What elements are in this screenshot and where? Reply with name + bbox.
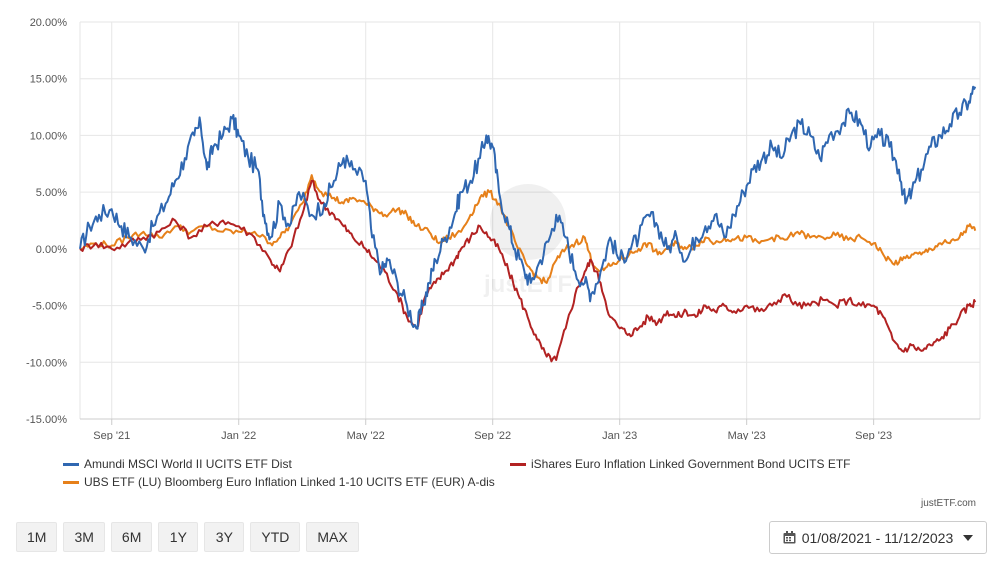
x-tick-label: Jan '23 (602, 430, 637, 440)
x-axis: Sep '21 Jan '22 May '22 Sep '22 Jan '23 May '… (93, 419, 892, 440)
y-tick-label: 10.00% (30, 130, 68, 142)
series-line-0 (79, 85, 977, 330)
range-button-group: 1M 3M 6M 1Y 3Y YTD MAX (16, 522, 359, 552)
x-tick-label: Jan '22 (221, 430, 256, 440)
range-button-3m[interactable]: 3M (63, 522, 105, 552)
y-tick-label: -5.00% (32, 301, 67, 313)
y-axis: 20.00% 15.00% 10.00% 5.00% 0.00% -5.00% -10.00… (26, 17, 67, 426)
x-tick-label: Sep '22 (474, 430, 511, 440)
range-button-1m[interactable]: 1M (16, 522, 58, 552)
range-button-1y[interactable]: 1Y (158, 522, 199, 552)
date-range-picker[interactable]: 01/08/2021 - 11/12/2023 (769, 521, 987, 554)
legend-swatch-ubs (63, 480, 79, 484)
range-button-3y[interactable]: 3Y (204, 522, 245, 552)
y-tick-label: -10.00% (26, 357, 67, 369)
legend-label-ishares: iShares Euro Inflation Linked Government… (531, 457, 851, 471)
y-tick-label: 5.00% (36, 187, 67, 199)
range-button-ytd[interactable]: YTD (250, 522, 301, 552)
legend-item-amundi[interactable]: Amundi MSCI World II UCITS ETF Dist (63, 457, 292, 471)
caret-down-icon (963, 534, 974, 541)
credit-link[interactable]: justETF.com (920, 498, 976, 509)
series-line-2 (80, 174, 977, 285)
range-button-6m[interactable]: 6M (110, 522, 153, 552)
legend-label-amundi: Amundi MSCI World II UCITS ETF Dist (84, 457, 292, 471)
legend-swatch-ishares (510, 462, 526, 466)
x-tick-label: May '23 (728, 430, 766, 440)
performance-chart: justETF 20.00%15.00%10.00%5.00%0.00%-5.0… (26, 17, 981, 440)
y-tick-label: -15.00% (26, 414, 67, 426)
y-tick-label: 20.00% (30, 17, 68, 29)
x-tick-label: Sep '23 (855, 430, 892, 440)
legend-label-ubs: UBS ETF (LU) Bloomberg Euro Inflation Li… (84, 475, 495, 489)
series-line-1 (79, 179, 977, 363)
legend-item-ubs[interactable]: UBS ETF (LU) Bloomberg Euro Inflation Li… (63, 475, 495, 489)
y-tick-label: 15.00% (30, 74, 68, 86)
x-tick-label: Sep '21 (93, 430, 130, 440)
range-button-max[interactable]: MAX (306, 522, 359, 552)
series-lines (79, 85, 977, 363)
y-tick-label: 0.00% (36, 244, 67, 256)
calendar-icon (783, 531, 796, 544)
legend-item-ishares[interactable]: iShares Euro Inflation Linked Government… (510, 457, 850, 471)
legend-swatch-amundi (63, 462, 79, 466)
date-range-text: 01/08/2021 - 11/12/2023 (801, 529, 954, 546)
grid (79, 21, 981, 420)
x-tick-label: May '22 (347, 430, 385, 440)
